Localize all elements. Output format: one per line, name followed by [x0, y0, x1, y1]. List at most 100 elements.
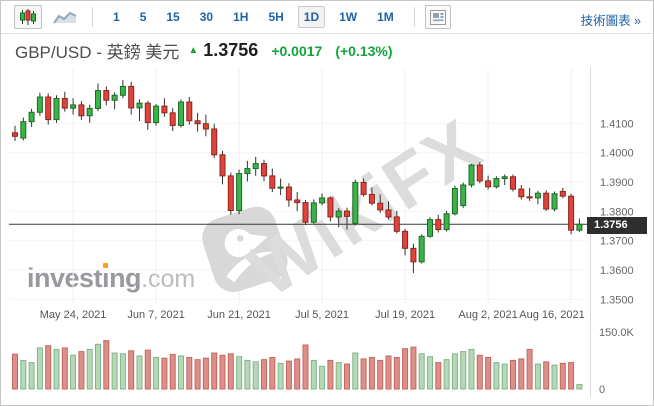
candle[interactable] [12, 125, 18, 142]
candle[interactable] [559, 187, 566, 199]
candle[interactable] [95, 83, 101, 112]
candle[interactable] [61, 91, 68, 112]
candle[interactable] [510, 174, 516, 192]
candle[interactable] [501, 174, 508, 185]
candle[interactable] [211, 123, 218, 159]
candle[interactable] [402, 228, 409, 256]
candle[interactable] [169, 108, 176, 132]
candle[interactable] [252, 156, 259, 176]
svg-text:0: 0 [599, 384, 605, 396]
candle[interactable] [418, 234, 425, 264]
candle[interactable] [86, 104, 93, 123]
volume-bar [144, 349, 151, 390]
candle[interactable] [319, 193, 326, 206]
candle[interactable] [335, 208, 342, 228]
candle[interactable] [435, 214, 442, 233]
candle[interactable] [119, 79, 126, 99]
candle[interactable] [227, 172, 234, 215]
technical-chart-link[interactable]: 技術圖表 » [580, 14, 641, 28]
candle[interactable] [410, 243, 417, 273]
candle[interactable] [344, 207, 350, 230]
candle[interactable] [460, 182, 467, 208]
candle[interactable] [144, 101, 151, 130]
candlestick-series[interactable] [12, 79, 583, 273]
candle[interactable] [36, 92, 43, 116]
candle[interactable] [360, 178, 367, 197]
candle[interactable] [493, 176, 500, 189]
volume-bar [128, 350, 135, 390]
candle[interactable] [368, 187, 375, 206]
chart-region[interactable]: invest ıng.com WikiFX 1.4100 1.4000 1.3900 1… [1, 67, 654, 406]
candle[interactable] [194, 112, 201, 132]
candle[interactable] [468, 163, 475, 188]
volume-bar [518, 358, 525, 390]
candle[interactable] [186, 97, 193, 125]
timeframe-15min[interactable]: 15 [166, 10, 180, 24]
candle[interactable] [327, 196, 334, 222]
news-panel-button[interactable] [424, 5, 451, 29]
candle[interactable] [236, 169, 243, 215]
chart-toolbar: 1 5 15 30 1H 5H 1D 1W 1M 技術圖表 » [1, 1, 653, 34]
candle[interactable] [136, 99, 143, 122]
candle[interactable] [427, 217, 433, 238]
candle[interactable] [111, 92, 118, 110]
candle[interactable] [277, 178, 284, 195]
timeframe-1min[interactable]: 1 [113, 10, 120, 24]
candle[interactable] [476, 162, 483, 184]
candle[interactable] [244, 160, 251, 182]
candle[interactable] [576, 218, 583, 232]
candle[interactable] [385, 201, 392, 220]
chart-type-line-button[interactable] [48, 5, 82, 29]
candle[interactable] [518, 184, 525, 200]
candle[interactable] [352, 179, 359, 226]
candle[interactable] [28, 108, 35, 127]
candle[interactable] [451, 185, 458, 216]
candle[interactable] [153, 104, 160, 126]
timeframe-5h[interactable]: 5H [268, 10, 284, 24]
candle[interactable] [20, 117, 27, 141]
candle[interactable] [568, 193, 575, 235]
candle[interactable] [543, 190, 550, 211]
candle[interactable] [443, 210, 450, 232]
candle[interactable] [310, 199, 317, 225]
line-chart-icon [53, 11, 77, 24]
volume-series[interactable] [12, 340, 583, 390]
svg-text:1.3900: 1.3900 [600, 177, 634, 189]
candle[interactable] [377, 194, 384, 213]
candle[interactable] [78, 101, 85, 120]
candle[interactable] [294, 192, 301, 212]
timeframe-30min[interactable]: 30 [199, 10, 214, 24]
candle[interactable] [45, 93, 52, 125]
candle[interactable] [128, 81, 135, 115]
timeframe-1d-selected[interactable]: 1D [297, 6, 326, 28]
volume-bar [510, 359, 516, 390]
candle[interactable] [70, 98, 77, 115]
candle[interactable] [551, 191, 558, 212]
chart-type-candlestick-button[interactable] [14, 5, 42, 29]
candle[interactable] [202, 114, 209, 137]
candle[interactable] [534, 190, 541, 205]
volume-bar [327, 359, 334, 390]
volume-bar [70, 354, 77, 390]
candle[interactable] [161, 98, 168, 117]
candle[interactable] [393, 210, 400, 234]
timeframe-5min[interactable]: 5 [139, 10, 147, 24]
candle[interactable] [269, 168, 276, 193]
candle[interactable] [526, 187, 533, 201]
candle[interactable] [53, 95, 60, 123]
candle[interactable] [285, 183, 292, 207]
candle[interactable] [178, 99, 184, 128]
toolbar-divider [92, 7, 93, 27]
price-change: +0.0017 [271, 42, 323, 59]
candle[interactable] [103, 86, 110, 106]
candle[interactable] [485, 175, 492, 190]
candle[interactable] [302, 199, 309, 226]
timeframe-1h[interactable]: 1H [233, 10, 249, 24]
svg-text:1.4000: 1.4000 [600, 148, 634, 160]
candle[interactable] [219, 150, 226, 185]
timeframe-1m[interactable]: 1M [377, 10, 394, 24]
price-chart-canvas[interactable]: WikiFX 1.41001.40001.39001.38001.37001.3… [1, 67, 654, 406]
timeframe-1w[interactable]: 1W [339, 10, 358, 24]
volume-bar [178, 355, 184, 390]
candle[interactable] [261, 159, 267, 182]
